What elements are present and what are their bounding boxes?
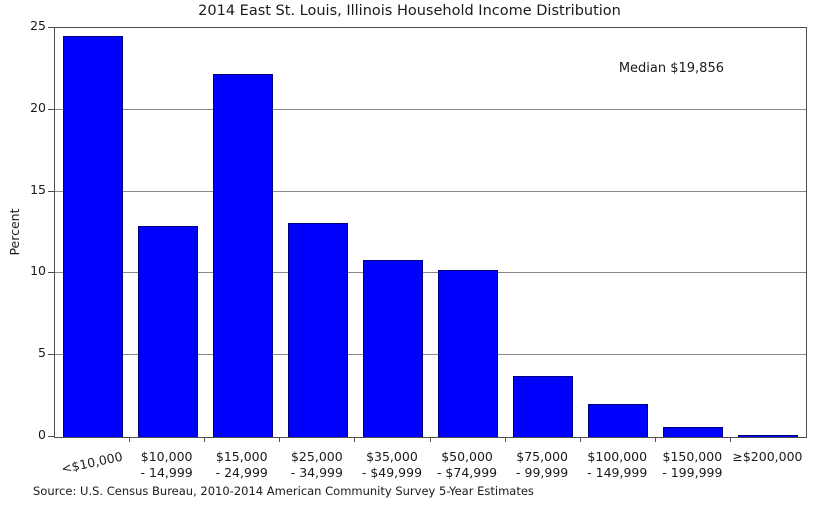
gridline — [55, 272, 806, 274]
x-tick-label: $10,000- 14,999 — [129, 449, 205, 481]
x-tick-label-line: - 14,999 — [140, 465, 193, 480]
gridline — [55, 354, 806, 356]
y-tick-label: 20 — [30, 99, 46, 115]
y-axis-label: Percent — [7, 208, 22, 256]
median-annotation: Median $19,856 — [618, 61, 724, 76]
bar — [287, 222, 348, 437]
x-tick-mark — [129, 437, 131, 442]
x-tick-label: $35,000- $49,999 — [354, 449, 430, 481]
x-tick-mark — [729, 437, 731, 442]
bar — [663, 427, 724, 437]
bar — [513, 376, 574, 437]
x-tick-label: $100,000- 149,999 — [579, 449, 655, 481]
x-tick-label-line: $35,000 — [366, 449, 418, 464]
x-tick-mark — [579, 437, 581, 442]
x-tick-label-line: $15,000 — [215, 449, 268, 464]
bar — [738, 435, 799, 437]
x-tick-label-line: $100,000 — [587, 449, 648, 464]
y-tick-mark — [48, 354, 54, 356]
bar — [137, 225, 198, 437]
bar — [438, 270, 499, 437]
x-tick-label-line: - $49,999 — [361, 465, 423, 480]
bar — [212, 73, 273, 437]
bar — [362, 260, 423, 437]
y-tick-mark — [48, 108, 54, 110]
x-tick-label: $50,000- $74,999 — [429, 449, 505, 481]
x-tick-label-line: ≥$200,000 — [732, 449, 803, 464]
y-tick-label: 10 — [30, 263, 46, 279]
y-tick-label: 5 — [38, 345, 46, 361]
x-tick-label: $25,000- 34,999 — [279, 449, 355, 481]
x-tick-mark — [429, 437, 431, 442]
x-tick-label-line: <$10,000 — [59, 448, 124, 477]
x-tick-mark — [204, 437, 206, 442]
x-tick-label-line: - 24,999 — [215, 465, 268, 480]
x-tick-label: $15,000- 24,999 — [204, 449, 280, 481]
y-tick-label: 25 — [30, 18, 46, 33]
y-tick-label: 0 — [38, 427, 46, 442]
x-tick-label: ≥$200,000 — [729, 449, 805, 465]
x-tick-label: $75,000- 99,999 — [504, 449, 580, 481]
x-tick-label-line: $75,000 — [516, 449, 568, 464]
bar — [62, 36, 123, 437]
y-tick-label: 15 — [30, 181, 46, 197]
x-tick-label-line: - 99,999 — [516, 465, 569, 480]
plot-area: Median $19,856 — [54, 27, 807, 438]
x-tick-label: <$10,000 — [53, 447, 131, 478]
x-tick-label-line: - 199,999 — [662, 465, 723, 480]
x-tick-mark — [354, 437, 356, 442]
x-tick-mark — [504, 437, 506, 442]
x-tick-label-line: $50,000 — [441, 449, 493, 464]
y-tick-mark — [48, 272, 54, 274]
gridline — [55, 190, 806, 192]
y-tick-mark — [48, 27, 54, 28]
x-tick-label: $150,000- 199,999 — [654, 449, 730, 481]
x-tick-label-line: $25,000 — [290, 449, 343, 464]
x-tick-label-line: $150,000 — [662, 449, 723, 464]
gridline — [55, 108, 806, 110]
x-tick-label-line: $10,000 — [140, 449, 193, 464]
y-tick-mark — [48, 190, 54, 192]
y-tick-mark — [48, 436, 54, 437]
x-tick-mark — [654, 437, 656, 442]
source-note: Source: U.S. Census Bureau, 2010-2014 Am… — [33, 484, 534, 498]
x-tick-label-line: - $74,999 — [436, 465, 498, 480]
x-tick-label-line: - 34,999 — [290, 465, 343, 480]
chart-title: 2014 East St. Louis, Illinois Household … — [198, 3, 621, 19]
bar — [588, 404, 649, 437]
x-tick-mark — [279, 437, 281, 442]
x-tick-label-line: - 149,999 — [587, 465, 648, 480]
